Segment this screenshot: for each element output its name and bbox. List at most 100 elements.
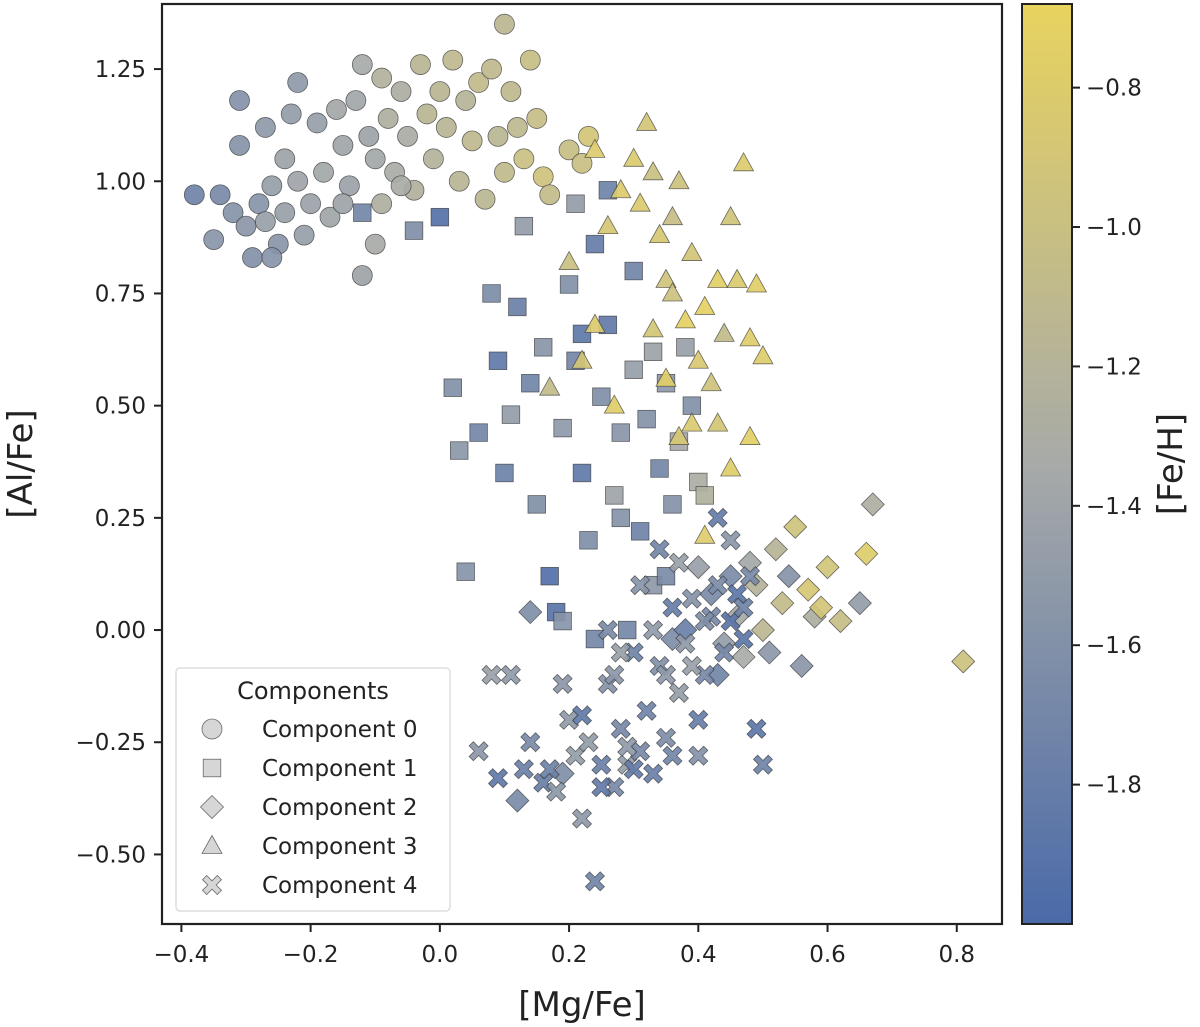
data-point-component-1 — [553, 611, 572, 631]
data-point-component-0 — [364, 148, 386, 170]
y-axis-ticks: −0.50 −0.25 0.00 0.25 0.50 0.75 1.00 1.25 — [76, 57, 162, 868]
data-point-component-1 — [443, 378, 462, 397]
data-point-component-0 — [371, 67, 393, 89]
data-point-component-4 — [681, 588, 702, 609]
colorbar-tick-label: −1.2 — [1086, 354, 1142, 380]
data-point-component-0 — [422, 148, 444, 170]
data-point-component-1 — [488, 351, 508, 370]
data-point-component-4 — [636, 700, 657, 721]
data-point-component-3 — [642, 318, 664, 338]
data-point-component-4 — [630, 575, 651, 596]
colorbar-label: [Fe/H] — [1151, 413, 1191, 515]
data-point-component-2 — [809, 595, 834, 620]
data-point-component-0 — [254, 117, 276, 138]
data-point-component-4 — [655, 727, 677, 748]
data-point-component-1 — [514, 216, 534, 236]
data-point-component-1 — [605, 486, 624, 505]
data-point-component-3 — [661, 205, 684, 226]
data-point-component-4 — [739, 566, 761, 587]
data-point-component-4 — [546, 781, 567, 802]
y-tick-label: −0.50 — [76, 842, 146, 868]
data-point-component-3 — [687, 349, 709, 369]
data-point-component-1 — [663, 495, 682, 514]
data-point-component-1 — [553, 418, 572, 438]
data-point-component-0 — [229, 134, 250, 156]
data-point-component-3 — [571, 349, 593, 369]
data-point-component-4 — [617, 736, 638, 757]
data-point-component-0 — [416, 103, 438, 125]
x-tick-label: −0.4 — [153, 942, 209, 968]
x-tick-label: 0.2 — [551, 942, 588, 968]
data-point-component-2 — [776, 564, 801, 589]
y-tick-label: 0.50 — [95, 394, 146, 420]
data-point-component-3 — [558, 250, 580, 270]
data-point-component-0 — [183, 184, 205, 206]
data-point-component-4 — [733, 628, 754, 650]
data-point-component-0 — [474, 188, 496, 210]
data-point-component-0 — [487, 125, 509, 147]
data-point-component-3 — [661, 282, 684, 302]
data-point-component-0 — [526, 108, 548, 129]
data-point-component-2 — [815, 555, 840, 580]
data-point-component-4 — [481, 664, 502, 685]
data-point-component-1 — [353, 203, 372, 222]
colorbar-tick-label: −1.0 — [1086, 215, 1142, 241]
legend-marker-x — [201, 874, 223, 896]
data-point-component-4 — [520, 732, 541, 753]
y-tick-label: −0.25 — [76, 730, 146, 756]
data-point-component-4 — [643, 763, 664, 784]
data-point-component-3 — [752, 344, 774, 365]
data-point-component-4 — [610, 642, 631, 663]
data-point-component-4 — [649, 539, 670, 560]
data-point-component-3 — [739, 425, 761, 445]
data-point-component-1 — [501, 405, 521, 424]
legend-marker-square — [202, 758, 222, 778]
data-point-component-3 — [539, 376, 561, 396]
data-point-component-0 — [300, 193, 322, 215]
data-point-component-1 — [643, 342, 663, 362]
legend-marker-circle — [201, 718, 223, 740]
data-point-component-0 — [274, 148, 296, 170]
data-point-component-4 — [662, 597, 683, 618]
data-point-component-0 — [448, 170, 470, 192]
data-point-component-0 — [481, 58, 502, 80]
data-point-component-3 — [694, 295, 716, 315]
data-point-component-0 — [571, 152, 593, 174]
data-point-component-0 — [319, 206, 341, 228]
data-point-component-0 — [519, 49, 541, 71]
data-point-component-4 — [694, 611, 715, 632]
data-point-component-0 — [261, 175, 283, 197]
data-point-component-3 — [655, 367, 677, 387]
data-point-component-1 — [630, 522, 650, 541]
data-point-component-3 — [668, 425, 690, 445]
data-point-component-2 — [854, 541, 879, 566]
data-point-component-3 — [629, 192, 651, 212]
data-point-component-2 — [731, 644, 756, 670]
data-point-component-3 — [694, 524, 716, 544]
data-point-component-1 — [611, 508, 630, 528]
data-point-component-0 — [468, 72, 490, 93]
data-point-component-1 — [572, 463, 592, 483]
data-point-component-4 — [571, 808, 593, 829]
data-point-component-3 — [603, 394, 625, 414]
data-point-component-0 — [397, 125, 418, 147]
data-point-component-0 — [364, 233, 386, 255]
data-point-component-0 — [254, 211, 276, 233]
data-point-component-4 — [733, 597, 754, 618]
data-point-component-0 — [410, 54, 431, 75]
data-point-component-3 — [635, 111, 658, 131]
x-tick-label: 0.6 — [809, 942, 846, 968]
data-point-component-0 — [461, 130, 483, 152]
legend-entry-label: Component 0 — [262, 717, 417, 743]
data-point-component-0 — [345, 90, 367, 111]
data-point-component-4 — [752, 754, 773, 775]
x-tick-label: 0.8 — [938, 942, 975, 968]
data-point-component-4 — [668, 682, 689, 703]
data-point-component-0 — [332, 193, 354, 215]
data-point-component-0 — [494, 161, 515, 183]
data-point-component-4 — [591, 754, 612, 775]
data-point-component-2 — [789, 653, 814, 679]
data-point-component-2 — [860, 492, 885, 517]
data-point-component-1 — [585, 234, 605, 254]
data-point-component-0 — [209, 184, 231, 206]
